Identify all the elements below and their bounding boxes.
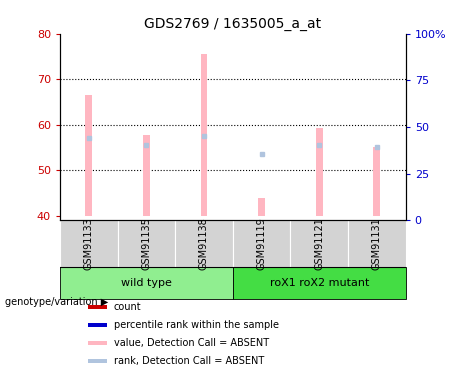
Bar bbox=[233, 267, 406, 299]
Text: count: count bbox=[113, 302, 141, 312]
Bar bbox=[258, 198, 265, 216]
Text: GSM91135: GSM91135 bbox=[142, 217, 151, 270]
Bar bbox=[88, 341, 106, 345]
Bar bbox=[348, 220, 406, 267]
Text: rank, Detection Call = ABSENT: rank, Detection Call = ABSENT bbox=[113, 356, 264, 366]
Text: wild type: wild type bbox=[121, 278, 172, 288]
Text: GSM91133: GSM91133 bbox=[84, 217, 94, 270]
Text: GSM91121: GSM91121 bbox=[314, 217, 324, 270]
Bar bbox=[88, 323, 106, 327]
Text: GSM91138: GSM91138 bbox=[199, 217, 209, 270]
Text: roX1 roX2 mutant: roX1 roX2 mutant bbox=[270, 278, 369, 288]
Text: GSM91131: GSM91131 bbox=[372, 217, 382, 270]
Bar bbox=[233, 220, 290, 267]
Bar bbox=[85, 95, 92, 216]
Bar bbox=[60, 220, 118, 267]
Bar bbox=[201, 54, 207, 216]
Bar bbox=[88, 305, 106, 309]
Bar bbox=[373, 147, 380, 216]
Bar bbox=[60, 267, 233, 299]
Text: genotype/variation ▶: genotype/variation ▶ bbox=[5, 297, 108, 307]
Text: value, Detection Call = ABSENT: value, Detection Call = ABSENT bbox=[113, 338, 269, 348]
Text: percentile rank within the sample: percentile rank within the sample bbox=[113, 320, 278, 330]
Bar bbox=[290, 220, 348, 267]
Bar bbox=[118, 220, 175, 267]
Text: GSM91119: GSM91119 bbox=[257, 217, 266, 270]
Bar bbox=[316, 128, 323, 216]
Bar bbox=[88, 359, 106, 363]
Bar bbox=[175, 220, 233, 267]
Bar bbox=[143, 135, 150, 216]
Title: GDS2769 / 1635005_a_at: GDS2769 / 1635005_a_at bbox=[144, 17, 321, 32]
